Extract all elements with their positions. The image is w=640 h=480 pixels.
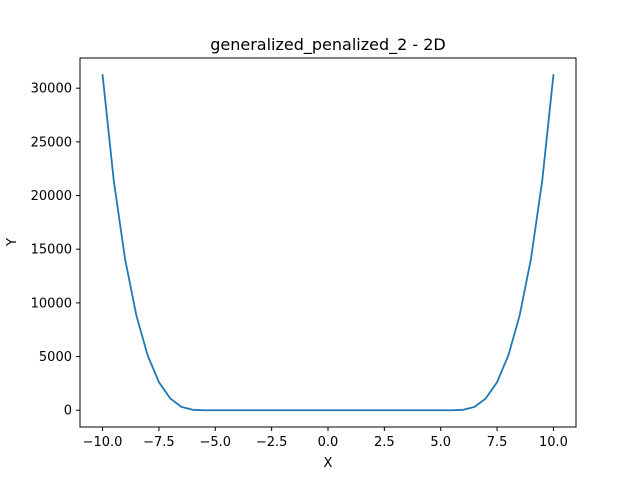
axes-frame [79, 57, 577, 428]
series-layer [101, 73, 555, 412]
x-tick-label: 0.0 [318, 435, 339, 450]
y-tick-label: 30000 [31, 82, 72, 97]
ticks-layer: −10.0 −7.5 −5.0 −2.5 0.0 2.5 5.0 7.5 10.0 0 5000 10… [31, 82, 568, 450]
x-tick-label: 7.5 [487, 435, 508, 450]
x-tick-label: 2.5 [374, 435, 395, 450]
y-tick-label: 0 [64, 404, 72, 419]
y-tick-label: 15000 [31, 243, 72, 258]
y-tick-label: 20000 [31, 189, 72, 204]
x-tick-label: 10.0 [539, 435, 568, 450]
x-tick-label: −7.5 [143, 435, 175, 450]
series-line [101, 73, 555, 412]
chart-title: generalized_penalized_2 - 2D [210, 35, 446, 55]
y-tick-label: 10000 [31, 296, 72, 311]
x-tick-label: 5.0 [430, 435, 451, 450]
x-axis-label: X [324, 456, 333, 471]
x-tick-label: −10.0 [83, 435, 123, 450]
y-tick-label: 25000 [31, 135, 72, 150]
y-axis-label: Y [5, 238, 20, 247]
x-tick-label: −5.0 [199, 435, 231, 450]
y-tick-label: 5000 [39, 350, 72, 365]
x-tick-label: −2.5 [256, 435, 288, 450]
